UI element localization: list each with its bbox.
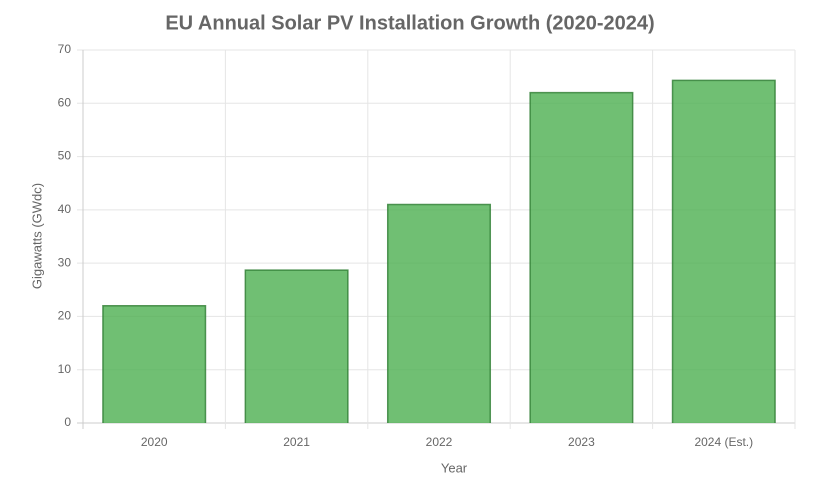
- chart-title: EU Annual Solar PV Installation Growth (…: [165, 12, 654, 34]
- x-tick-label: 2023: [568, 435, 595, 449]
- bar-border: [671, 79, 776, 423]
- bar-border: [386, 203, 492, 423]
- x-tick-label: 2020: [141, 435, 168, 449]
- y-axis-title: Gigawatts (GWdc): [29, 183, 44, 289]
- bar: [530, 92, 633, 423]
- y-tick-label: 0: [64, 415, 71, 429]
- bar-border: [529, 91, 634, 423]
- x-tick-label: 2022: [426, 435, 453, 449]
- y-tick-label: 50: [58, 149, 72, 163]
- bar: [245, 270, 348, 423]
- y-tick-label: 60: [58, 95, 72, 109]
- y-tick-label: 20: [58, 309, 72, 323]
- y-tick-label: 30: [58, 255, 72, 269]
- x-tick-label: 2024 (Est.): [694, 435, 753, 449]
- y-tick-label: 40: [58, 202, 72, 216]
- bar: [102, 305, 206, 423]
- bar-border: [244, 269, 349, 423]
- bar: [672, 80, 776, 423]
- bar: [387, 204, 491, 423]
- x-tick-label: 2021: [283, 435, 310, 449]
- bar-border: [102, 305, 207, 423]
- y-tick-label: 70: [58, 42, 72, 56]
- x-axis-title: Year: [441, 460, 468, 475]
- y-tick-label: 10: [58, 362, 72, 376]
